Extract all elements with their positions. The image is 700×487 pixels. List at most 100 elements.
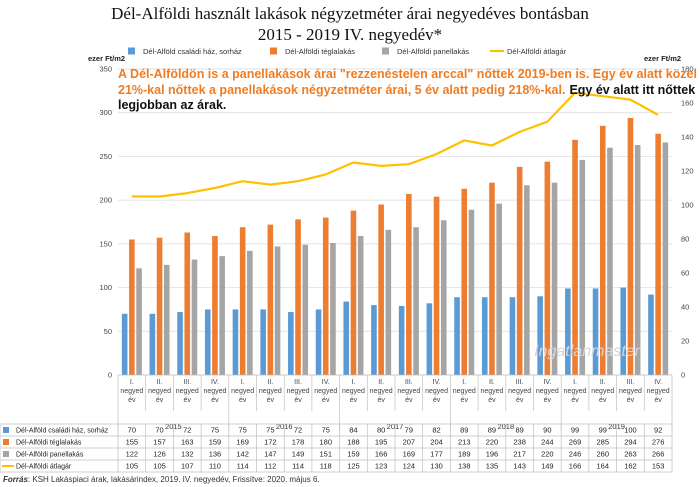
annotation-line-2: 21%-kal nőttek a panellakások négyzetmét…	[118, 83, 695, 97]
average-price-line	[131, 91, 659, 198]
table-cell: 118	[320, 462, 332, 471]
table-cell: 157	[153, 438, 166, 447]
y-left-tick-label: 300	[99, 108, 112, 117]
table-cell: 75	[322, 426, 330, 435]
table-cell: 149	[292, 450, 305, 459]
x-category-label: III. negyed év	[176, 379, 199, 404]
bar-s2-q11	[440, 220, 447, 375]
table-cell: 72	[294, 426, 302, 435]
table-cell: 166	[569, 462, 582, 471]
legend-swatch	[382, 47, 389, 55]
y-right-tick-label: 140	[681, 133, 694, 142]
table-cell: 82	[432, 426, 440, 435]
bar-s1-q9	[378, 204, 384, 375]
bar-s1-q6	[295, 219, 301, 375]
annotation-black-1: Egy év alatt itt nőttek	[569, 83, 695, 97]
bar-s2-q14	[524, 185, 530, 375]
table-cell: 136	[209, 450, 222, 459]
x-category-label: I. negyed év	[564, 379, 587, 404]
bar-s0-q2	[177, 312, 183, 375]
bar-s2-q8	[357, 235, 364, 375]
y-left-tick-label: 0	[108, 371, 112, 380]
y-right-tick-label: 160	[681, 99, 694, 108]
table-cell: 169	[403, 450, 416, 459]
bar-s1-q17	[599, 125, 606, 375]
bar-s0-q10	[398, 305, 405, 375]
table-cell: 105	[153, 462, 166, 471]
bar-s0-q15	[537, 296, 543, 375]
source-text: : KSH Lakáspiaci árak, lakásárindex, 201…	[28, 475, 320, 484]
bar-s1-q16	[572, 139, 578, 375]
bar-s2-q19	[662, 142, 669, 375]
bar-s2-q10	[413, 227, 419, 375]
table-cell: 70	[128, 426, 136, 435]
x-category-label: I. negyed év	[231, 379, 254, 404]
bar-s2-q1	[163, 264, 170, 375]
table-cell: 99	[571, 426, 579, 435]
table-cell: 125	[347, 462, 360, 471]
bar-s2-q17	[607, 147, 613, 375]
table-cell: 135	[486, 462, 499, 471]
grid-lines	[118, 68, 672, 376]
table-cell: 92	[654, 426, 662, 435]
x-category-label: IV. negyed év	[203, 379, 226, 404]
bar-s1-q5	[267, 224, 274, 375]
bar-s2-q3	[219, 256, 225, 375]
bar-s2-q12	[468, 209, 475, 375]
watermark-text: Ingatlanmaster	[534, 343, 641, 360]
table-cell: 220	[486, 438, 499, 447]
bar-s0-q12	[454, 297, 460, 375]
source-note: Forrás: KSH Lakáspiaci árak, lakásárinde…	[3, 475, 320, 484]
x-category-label: II. negyed év	[370, 379, 393, 404]
bar-s1-q14	[516, 166, 523, 375]
y-right-tick-label: 100	[681, 201, 694, 210]
y-left-tick-label: 100	[99, 283, 112, 292]
bar-s0-q7	[315, 309, 322, 375]
table-cell: 276	[652, 438, 665, 447]
table-cell: 189	[458, 450, 471, 459]
table-cell: 90	[543, 426, 551, 435]
y-axis-right-unit: ezer Ft/m2	[644, 54, 681, 63]
table-cell: 155	[126, 438, 139, 447]
y-right-tick-label: 120	[681, 167, 694, 176]
table-cell: 159	[347, 450, 360, 459]
legend-label: Dél-Alföld családi ház, sorház	[143, 47, 242, 56]
y-right-tick-label: 180	[681, 65, 694, 74]
x-category-label: IV. negyed év	[647, 379, 670, 404]
x-category-label: I. negyed év	[453, 379, 476, 404]
bar-s1-q3	[212, 235, 218, 375]
bar-s2-q5	[274, 246, 281, 375]
table-cell: 123	[375, 462, 388, 471]
legend-label: Dél-Alföldi átlagár	[507, 47, 567, 56]
table-cell: 220	[541, 450, 554, 459]
table-cell: 260	[596, 450, 609, 459]
table-cell: 266	[652, 450, 665, 459]
bar-s1-q7	[322, 217, 329, 375]
source-label: Forrás	[3, 475, 28, 484]
table-cell: 213	[458, 438, 471, 447]
x-category-label: II. negyed év	[480, 379, 503, 404]
bar-s1-q1	[156, 237, 163, 375]
table-cell: 159	[209, 438, 222, 447]
bar-s0-q17	[592, 288, 599, 375]
table-cell: 163	[181, 438, 194, 447]
table-cell: 89	[488, 426, 496, 435]
table-swatch	[3, 451, 9, 457]
annotation: A Dél-Alföldön is a panellakások árai "r…	[118, 67, 697, 112]
bar-s0-q11	[426, 303, 433, 375]
line-series	[131, 91, 659, 198]
bar-s2-q7	[330, 242, 336, 375]
y-left-tick-label: 50	[104, 327, 112, 336]
x-category-label: III. negyed év	[508, 379, 531, 404]
table-cell: 149	[541, 462, 554, 471]
table-cell: 217	[513, 450, 526, 459]
y-right-tick-label: 80	[681, 235, 689, 244]
table-cell: 100	[624, 426, 637, 435]
table-cell: 246	[569, 450, 582, 459]
table-cell: 294	[624, 438, 637, 447]
bar-s2-q4	[247, 250, 253, 375]
y-left-tick-label: 350	[99, 65, 112, 74]
bar-s2-q9	[385, 229, 392, 375]
table-cell: 142	[236, 450, 249, 459]
